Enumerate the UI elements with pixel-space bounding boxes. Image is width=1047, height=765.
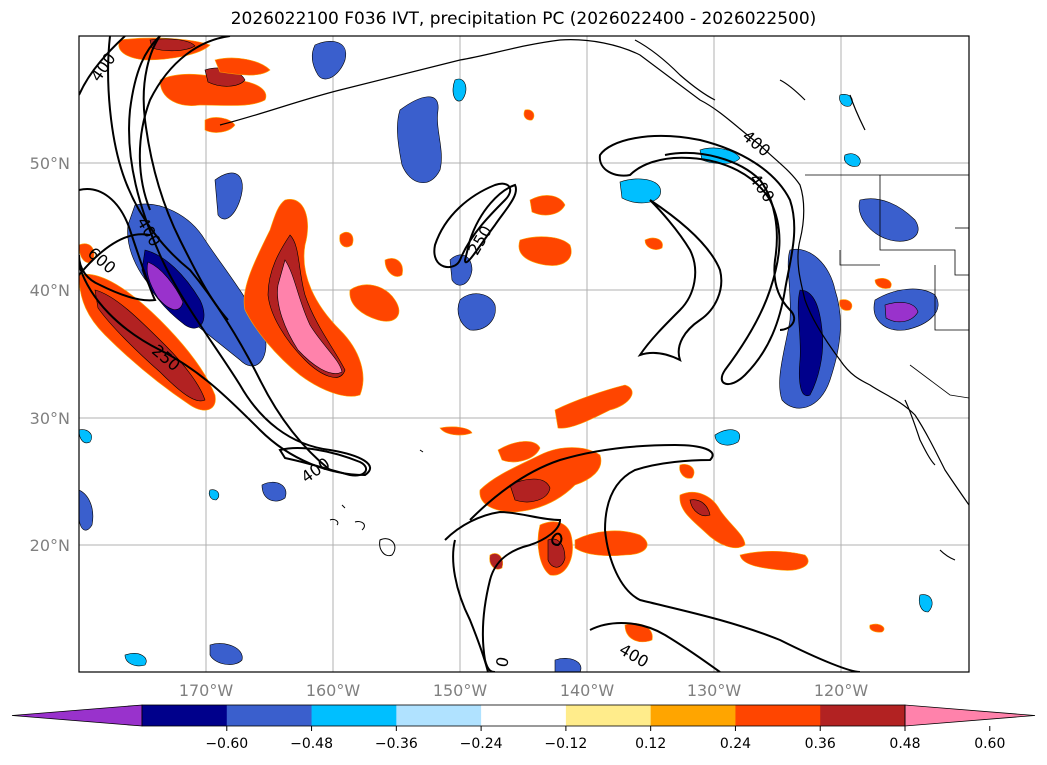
colorbar-swatch xyxy=(820,705,906,726)
colorbar-swatch xyxy=(396,705,482,726)
lat-label: 20°N xyxy=(30,536,70,555)
colorbar-swatch xyxy=(226,705,313,726)
ivt-contours xyxy=(79,36,861,672)
colorbar-swatch xyxy=(481,705,567,726)
lon-label: 140°W xyxy=(560,681,615,700)
map-frame xyxy=(78,35,970,673)
colorbar-swatch xyxy=(735,705,821,726)
colorbar-swatch xyxy=(650,705,736,726)
colorbar-tick-label: 0.48 xyxy=(889,736,920,752)
lon-label: 160°W xyxy=(306,681,361,700)
latitude-labels: 50°N 40°N 30°N 20°N xyxy=(30,154,70,555)
colorbar-tick-label: 0.60 xyxy=(974,736,1005,752)
colorbar-tick-label: −0.60 xyxy=(205,736,248,752)
lon-label: 120°W xyxy=(814,681,869,700)
colorbar-swatch xyxy=(142,705,228,726)
colorbar-tick-label: −0.12 xyxy=(544,736,587,752)
lon-label: 150°W xyxy=(433,681,488,700)
colorbar-tick-label: 0.12 xyxy=(635,736,666,752)
colorbar-tick-label: 0.24 xyxy=(720,736,751,752)
colorbar-frame xyxy=(141,704,906,727)
contour-label: 400 xyxy=(745,170,778,206)
political-borders xyxy=(805,174,969,399)
lat-label: 50°N xyxy=(30,154,70,173)
graticule xyxy=(79,36,969,672)
contour-label: 400 xyxy=(87,49,120,85)
colorbar-extend-high xyxy=(904,704,1036,727)
colorbar-swatch xyxy=(565,705,652,726)
longitude-labels: 170°W 160°W 150°W 140°W 130°W 120°W xyxy=(179,681,869,700)
colorbar-extend-low xyxy=(11,704,143,727)
lat-label: 30°N xyxy=(30,409,70,428)
contour-label: 400 xyxy=(616,640,652,672)
colorbar: −0.60 −0.48 −0.36 −0.24 −0.12 0.12 0.24 0.36 0.4… xyxy=(11,704,1036,752)
precip-negative-areas xyxy=(79,41,939,672)
coastlines xyxy=(219,39,969,561)
contour-label: 0 xyxy=(492,655,512,668)
lat-label: 40°N xyxy=(30,281,70,300)
colorbar-tick-label: −0.36 xyxy=(375,736,418,752)
colorbar-tick-label: −0.24 xyxy=(460,736,503,752)
contour-label: 400 xyxy=(298,454,334,487)
map-title: 2026022100 F036 IVT, precipitation PC (2… xyxy=(230,9,817,29)
contour-label: 250 xyxy=(464,222,496,258)
lon-label: 130°W xyxy=(687,681,742,700)
lon-label: 170°W xyxy=(179,681,234,700)
colorbar-tick-label: −0.48 xyxy=(290,736,333,752)
colorbar-swatch xyxy=(311,705,397,726)
colorbar-tick-label: 0.36 xyxy=(805,736,836,752)
islands xyxy=(329,449,424,557)
